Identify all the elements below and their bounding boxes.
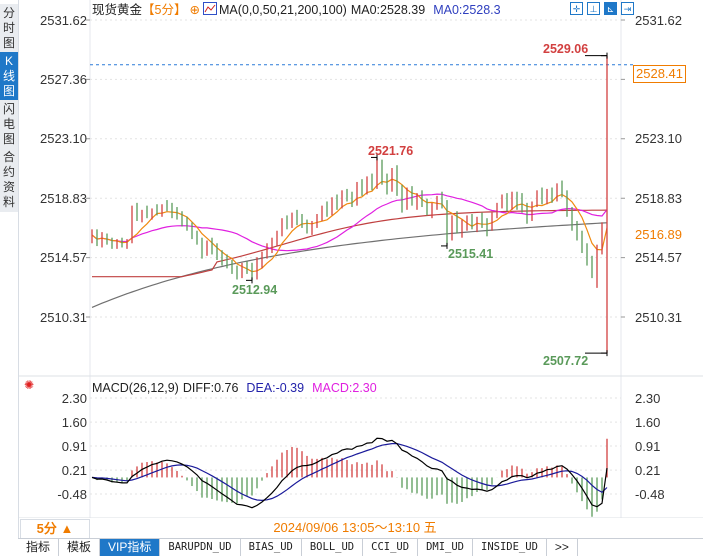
price-axis-left: 2531.62 2527.36 2523.10 2518.83 2514.57 … [19,0,89,518]
tab-inside[interactable]: INSIDE_UD [473,539,547,556]
price-tick: 2510.31 [40,310,87,325]
tab-contract-info[interactable]: 合约资料 [0,148,18,213]
range-select-icon[interactable]: ⊥ [587,2,600,15]
period-selector[interactable]: 5分 ▲ [20,519,90,539]
tab-templates[interactable]: 模板 [59,539,101,556]
ma-price-tag: 2516.89 [633,227,684,243]
macd-header: MACD(26,12,9) DIFF:0.76 DEA:-0.39 MACD:2.30 [92,381,377,395]
instrument-name: 现货黄金 [92,3,143,17]
current-price-tag: 2528.41 [633,65,686,83]
period-label[interactable]: 【5分】 [142,3,187,17]
macd-tick: 2.30 [61,391,87,406]
macd-params: MACD(26,12,9) [92,381,179,395]
time-range-label: 2024/09/06 13:05～13:10 五 [273,520,437,535]
macd-tick: -0.48 [57,487,87,502]
macd-tick: 0.91 [61,439,87,454]
tab-boll[interactable]: BOLL_UD [302,539,364,556]
price-tick: 2518.83 [40,191,87,206]
macd-dea: DEA:-0.39 [246,381,305,395]
high-price-label: 2529.06 [543,42,589,56]
ma0-value: MA0:2528.39 [350,3,426,17]
local-low-label: 2515.41 [448,247,494,261]
indicator-tabs: 指标 模板 VIP指标 BARUPDN_UD BIAS_UD BOLL_UD C… [18,538,703,556]
price-tick: 2531.62 [40,13,87,28]
macd-tick: 2.30 [635,391,661,406]
price-tick: 2514.57 [635,250,682,265]
ma0-value-secondary: MA0:2528.3 [433,3,501,17]
tab-dmi[interactable]: DMI_UD [418,539,473,556]
crosshair-icon[interactable]: ✛ [570,2,583,15]
tab-cci[interactable]: CCI_UD [363,539,419,556]
tab-indicators[interactable]: 指标 [18,539,60,556]
macd-tick: -0.48 [635,487,665,502]
price-tick: 2514.57 [40,250,87,265]
ma-chart-icon[interactable] [202,2,217,15]
macd-value: MACD:2.30 [312,381,377,395]
macd-diff: DIFF:0.76 [182,381,239,395]
ma-params: MA(0,0,50,21,200,100) [218,3,347,17]
price-tick: 2518.83 [635,191,682,206]
macd-tick: 0.21 [635,463,661,478]
price-axis-right: 2531.62 2523.10 2518.83 2514.57 2510.31 … [621,0,703,518]
zoom-range-icon[interactable]: ⊾ [604,2,617,15]
low-price-label: 2507.72 [543,354,589,368]
macd-tick: 0.21 [61,463,87,478]
chart-header: 现货黄金【5分】 ⊕ MA(0,0,50,21,200,100) MA0:2528.3… [92,2,501,18]
price-tick: 2531.62 [635,13,682,28]
price-tick: 2510.31 [635,310,682,325]
kline-chart[interactable] [0,0,703,518]
price-tick: 2527.36 [40,72,87,87]
more-tabs-button[interactable]: >> [547,539,578,556]
macd-tick: 0.91 [635,439,661,454]
price-tick: 2523.10 [635,131,682,146]
macd-tick: 1.60 [61,415,87,430]
tab-timeshare[interactable]: 分时图 [0,4,18,53]
local-low-label: 2512.94 [232,283,278,297]
indicator-settings-icon[interactable]: ✺ [24,378,35,392]
move-right-icon[interactable]: ⇥ [621,2,634,15]
tab-barupdn[interactable]: BARUPDN_UD [160,539,241,556]
chart-toolbar: ✛ ⊥ ⊾ ⇥ [570,2,634,15]
tab-vip-indicators[interactable]: VIP指标 [100,539,161,556]
add-indicator-icon[interactable]: ⊕ [189,3,200,17]
price-tick: 2523.10 [40,131,87,146]
local-high-label: 2521.76 [368,144,414,158]
tab-bias[interactable]: BIAS_UD [241,539,302,556]
macd-tick: 1.60 [635,415,661,430]
